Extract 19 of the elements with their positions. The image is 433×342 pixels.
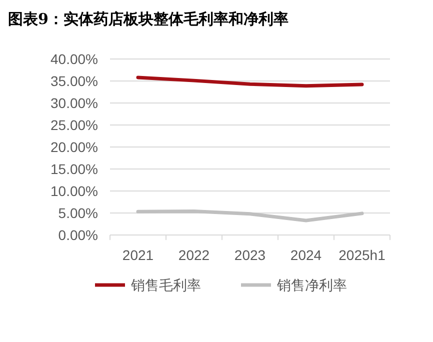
- chart-title: 图表9：实体药店板块整体毛利率和净利率: [8, 10, 288, 28]
- y-tick-label: 20.00%: [50, 139, 98, 155]
- y-tick-label: 0.00%: [58, 227, 98, 243]
- y-tick-label: 10.00%: [50, 183, 98, 199]
- y-tick-label: 15.00%: [50, 161, 98, 177]
- legend-label: 销售净利率: [276, 277, 347, 293]
- line-series: [136, 76, 364, 88]
- y-tick-label: 5.00%: [58, 205, 98, 221]
- y-tick-label: 40.00%: [50, 51, 98, 67]
- x-tick-label: 2021: [122, 247, 154, 263]
- y-tick-label: 30.00%: [50, 95, 98, 111]
- x-tick-label: 2025h1: [338, 247, 386, 263]
- y-tick-label: 35.00%: [50, 73, 98, 89]
- x-tick-label: 2022: [178, 247, 210, 263]
- line-series: [136, 209, 364, 222]
- x-tick-label: 2024: [290, 247, 322, 263]
- y-tick-label: 25.00%: [50, 117, 98, 133]
- x-tick-label: 2023: [234, 247, 266, 263]
- legend-label: 销售毛利率: [130, 277, 201, 293]
